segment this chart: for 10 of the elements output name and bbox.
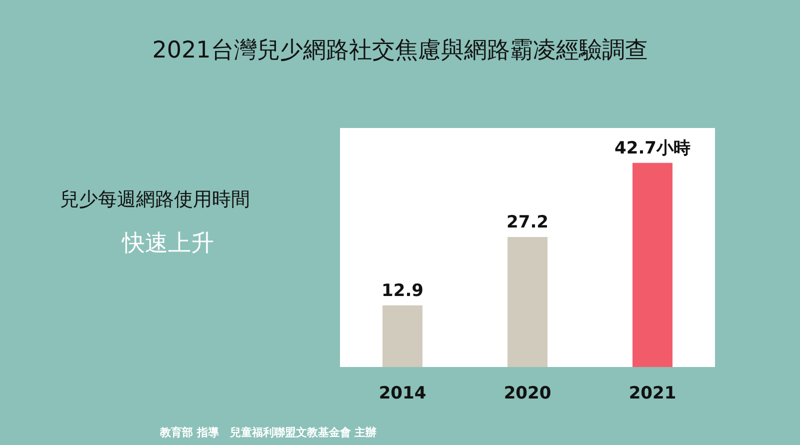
data-label: 42.7小時 <box>614 138 690 158</box>
x-tick-label: 2021 <box>628 384 676 404</box>
text: 教育部 指導 兒童福利聯盟文教基金會 主辦 <box>159 426 377 439</box>
data-label: 12.9 <box>382 280 424 301</box>
text: 快速上升 <box>121 230 214 256</box>
x-tick-label: 2014 <box>378 384 426 404</box>
x-tick-label: 2020 <box>504 384 552 404</box>
data-label: 27.2 <box>506 212 548 232</box>
chart-title: 2021台灣兒少網路社交焦慮與網路霸凌經驗調查 <box>152 38 648 64</box>
text: 兒少每週網路使用時間 <box>60 188 250 210</box>
